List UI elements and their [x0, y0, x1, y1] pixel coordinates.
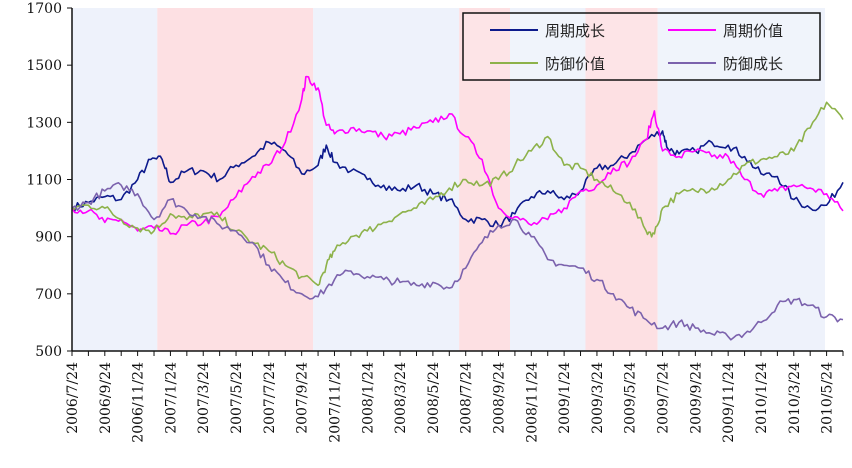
background-band-6 [657, 8, 825, 351]
x-tick-label-9: 2008/1/24 [360, 362, 376, 434]
y-tick-label-2: 900 [35, 230, 62, 246]
x-tick-label-21: 2010/1/24 [754, 362, 770, 434]
legend-label-1: 周期价值 [723, 22, 783, 40]
legend-box [462, 12, 821, 81]
x-tick-label-13: 2008/9/24 [492, 362, 508, 434]
x-tick-label-12: 2008/7/24 [459, 362, 475, 434]
background-band-4 [509, 8, 586, 351]
x-tick-label-1: 2006/9/24 [98, 362, 114, 434]
background-band-0 [72, 8, 158, 351]
y-tick-label-0: 500 [35, 344, 62, 360]
x-tick-label-3: 2007/1/24 [163, 362, 179, 434]
background-band-2 [313, 8, 460, 351]
axes: 500 700 900 1100 1300 1500 1700 2006/7/24 2006/9… [26, 1, 844, 443]
x-tick-label-10: 2008/3/24 [393, 362, 409, 434]
series-line-1 [71, 75, 844, 236]
y-tick-label-1: 700 [35, 287, 62, 303]
x-tick-label-17: 2009/5/24 [623, 362, 639, 434]
y-tick-label-3: 1100 [26, 173, 62, 189]
x-tick-label-18: 2009/7/24 [656, 362, 672, 434]
background-band-3 [459, 8, 510, 351]
x-tick-label-0: 2006/7/24 [65, 362, 81, 434]
x-tick-label-7: 2007/9/24 [295, 362, 311, 434]
series-line-2 [71, 101, 844, 287]
x-tick-label-14: 2008/11/24 [524, 362, 540, 443]
background-bands [72, 8, 825, 351]
y-tick-label-5: 1500 [26, 58, 62, 74]
x-tick-label-8: 2007/11/24 [327, 362, 343, 443]
series-line-3 [71, 182, 844, 341]
series-lines [71, 75, 844, 341]
legend-label-0: 周期成长 [545, 22, 605, 40]
x-tick-label-19: 2009/9/24 [688, 362, 704, 434]
x-tick-label-20: 2009/11/24 [721, 362, 737, 443]
x-tick-label-2: 2006/11/24 [131, 362, 147, 443]
x-tick-label-15: 2009/1/24 [557, 362, 573, 434]
background-band-1 [157, 8, 314, 351]
x-tick-label-11: 2008/5/24 [426, 362, 442, 434]
legend-label-3: 防御成长 [723, 55, 783, 73]
x-tick-label-22: 2010/3/24 [787, 362, 803, 434]
x-tick-label-6: 2007/7/24 [262, 362, 278, 434]
y-tick-label-4: 1300 [26, 115, 62, 131]
x-tick-label-23: 2010/5/24 [820, 362, 836, 434]
legend: 周期成长 周期价值 防御价值 防御成长 [462, 12, 821, 81]
y-tick-label-6: 1700 [26, 1, 62, 17]
x-tick-label-4: 2007/3/24 [196, 362, 212, 434]
x-tick-label-5: 2007/5/24 [229, 362, 245, 434]
legend-label-2: 防御价值 [545, 55, 605, 73]
x-tick-label-16: 2009/3/24 [590, 362, 606, 434]
series-line-0 [71, 130, 844, 228]
